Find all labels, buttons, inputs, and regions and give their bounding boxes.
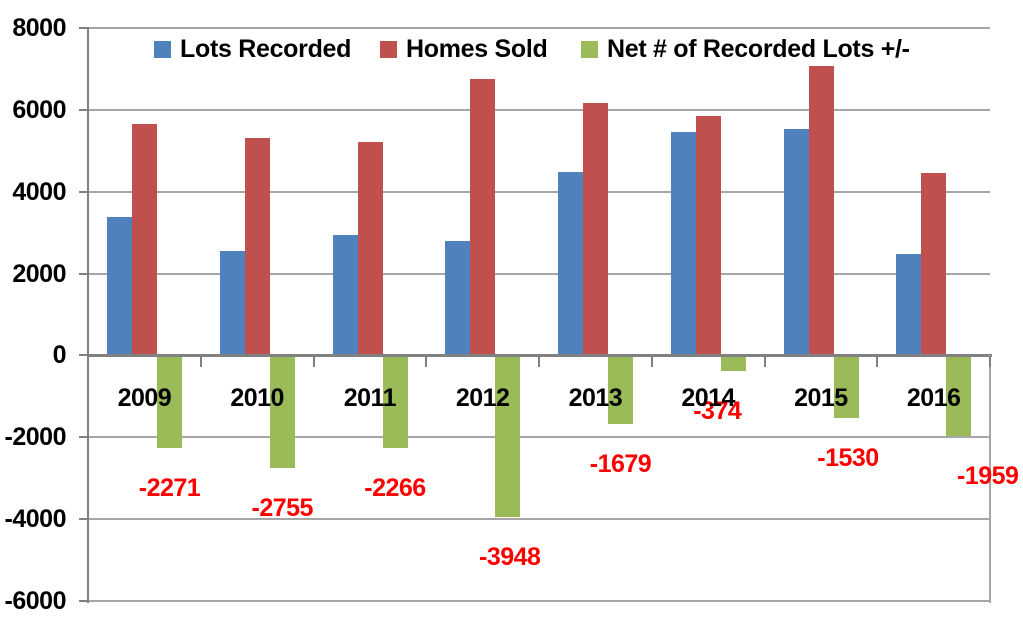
bar-lots-recorded-2009: [107, 217, 132, 356]
bar-lots-recorded-2010: [219, 251, 245, 356]
x-axis-tick: [199, 356, 202, 368]
legend-item-lots-recorded: Lots Recorded: [154, 36, 351, 62]
bar-net-of-recorded-lots-2009: [157, 355, 182, 449]
net-data-label-2010: -2755: [251, 494, 314, 523]
y-axis-tick: [79, 354, 89, 357]
y-axis-tick: [79, 600, 89, 602]
y-axis-tick: [79, 108, 89, 111]
y-axis-tick: [79, 27, 89, 29]
bar-net-of-recorded-lots-2015: [833, 355, 859, 419]
x-axis-tick: [538, 356, 540, 368]
gridline-2000: [88, 272, 990, 275]
legend-label-net-recorded-lots: Net # of Recorded Lots +/-: [607, 35, 910, 63]
y-axis-tick-label: 4000: [12, 177, 66, 206]
y-axis-tick: [79, 190, 89, 193]
plot-right-border: [989, 355, 991, 603]
gridline--2000: [88, 436, 990, 439]
bar-net-of-recorded-lots-2010: [269, 355, 295, 469]
bar-lots-recorded-2013: [558, 171, 583, 356]
bar-net-of-recorded-lots-2013: [608, 355, 633, 425]
x-axis-zero-line: [88, 353, 992, 357]
x-axis-tick: [989, 356, 991, 368]
gridline-8000: [88, 27, 990, 29]
y-axis-tick: [79, 272, 89, 275]
bar-lots-recorded-2015: [783, 128, 809, 356]
x-axis-tick: [312, 356, 315, 368]
bar-net-of-recorded-lots-2011: [382, 355, 408, 449]
x-axis-tick: [650, 356, 653, 368]
x-axis-tick: [425, 356, 428, 368]
net-data-label-2013: -1679: [589, 450, 652, 479]
gridline-4000: [88, 190, 990, 193]
net-data-label-2016: -1959: [957, 461, 1019, 490]
legend-item-homes-sold: Homes Sold: [380, 35, 548, 63]
legend-item-net-recorded-lots: Net # of Recorded Lots +/-: [581, 36, 910, 62]
x-axis-category-label: 2013: [568, 384, 623, 412]
y-axis-tick-label: 8000: [12, 14, 66, 42]
x-axis-category-label: 2009: [117, 384, 172, 412]
bar-homes-sold-2011: [357, 141, 383, 356]
y-axis-tick-label: 0: [52, 341, 67, 370]
net-data-label-2012: -3948: [479, 543, 541, 571]
gridline--4000: [88, 518, 990, 521]
y-axis-tick-label: -2000: [4, 423, 67, 452]
net-data-label-2011: -2266: [364, 474, 426, 503]
gridline--6000: [88, 600, 990, 602]
x-axis-tick: [876, 356, 879, 368]
legend-swatch-net-recorded-lots-icon: [581, 40, 598, 58]
x-axis-category-label: 2010: [230, 384, 284, 412]
bar-net-of-recorded-lots-2012: [495, 355, 521, 517]
y-axis-tick-label: 2000: [12, 259, 66, 288]
legend-label-homes-sold: Homes Sold: [406, 35, 548, 63]
bar-lots-recorded-2012: [445, 240, 471, 356]
net-data-label-2014: -374: [693, 396, 742, 425]
bar-homes-sold-2012: [470, 79, 496, 356]
x-axis-category-label: 2011: [343, 384, 397, 412]
bar-net-of-recorded-lots-2016: [946, 355, 972, 436]
bar-homes-sold-2013: [583, 102, 608, 356]
y-axis-tick-label: 6000: [12, 95, 66, 124]
legend-label-lots-recorded: Lots Recorded: [180, 35, 352, 63]
y-axis-tick: [79, 518, 89, 521]
bar-homes-sold-2016: [921, 173, 947, 356]
x-axis-tick: [87, 356, 89, 368]
bar-homes-sold-2014: [695, 116, 721, 356]
x-axis-category-label: 2012: [455, 384, 510, 412]
bar-homes-sold-2015: [808, 66, 834, 356]
bar-lots-recorded-2016: [896, 253, 922, 356]
legend-swatch-lots-recorded-icon: [154, 40, 171, 58]
x-axis-category-label: 2014: [681, 384, 735, 412]
bar-homes-sold-2009: [132, 124, 157, 356]
y-axis-tick: [79, 436, 89, 439]
bar-lots-recorded-2011: [332, 234, 358, 356]
x-axis-category-label: 2016: [906, 384, 961, 412]
y-axis-tick-label: -6000: [4, 587, 67, 615]
bar-lots-recorded-2014: [670, 131, 696, 356]
x-axis-tick: [763, 356, 766, 368]
y-axis-tick-label: -4000: [4, 505, 67, 534]
net-data-label-2009: -2271: [138, 474, 201, 503]
x-axis-category-label: 2015: [794, 384, 848, 412]
net-data-label-2015: -1530: [817, 444, 879, 473]
bar-net-of-recorded-lots-2014: [720, 355, 746, 371]
y-axis-line: [87, 28, 89, 603]
gridline-6000: [88, 108, 990, 111]
bar-homes-sold-2010: [244, 138, 270, 356]
legend-swatch-homes-sold-icon: [380, 40, 397, 58]
